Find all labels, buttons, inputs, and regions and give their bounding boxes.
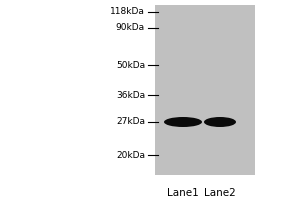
Bar [155, 5, 255, 175]
Text: 36kDa: 36kDa [116, 90, 145, 99]
Ellipse shape [204, 117, 236, 127]
Text: Lane1: Lane1 [167, 188, 199, 198]
Ellipse shape [164, 117, 202, 127]
Text: 90kDa: 90kDa [116, 23, 145, 32]
Text: 20kDa: 20kDa [116, 150, 145, 160]
Text: 50kDa: 50kDa [116, 60, 145, 70]
Text: 118kDa: 118kDa [110, 7, 145, 17]
Text: Lane2: Lane2 [204, 188, 236, 198]
Text: 27kDa: 27kDa [116, 117, 145, 127]
